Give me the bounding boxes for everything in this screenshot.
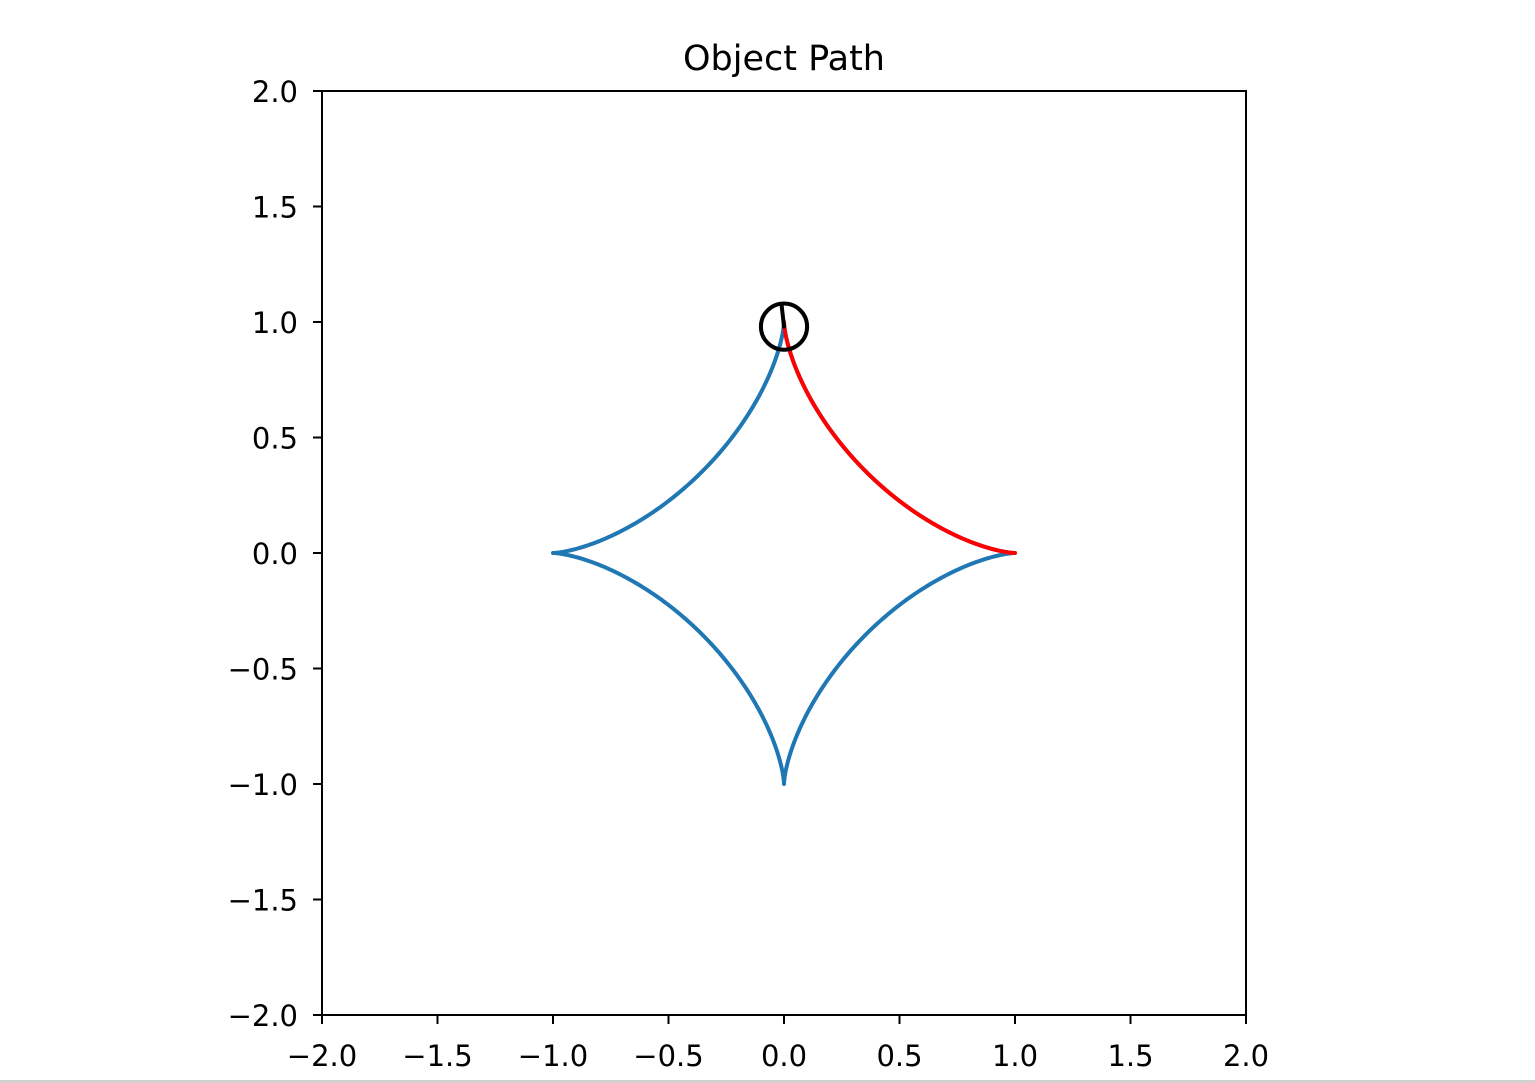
x-tick-label: 2.0 (1223, 1039, 1269, 1073)
x-tick-label: −0.5 (633, 1039, 703, 1073)
x-tick-label: −1.5 (402, 1039, 472, 1073)
y-tick-label: 1.5 (252, 191, 298, 225)
object-marker-circle (758, 301, 810, 352)
y-tick-label: −1.0 (228, 768, 298, 802)
y-tick-label: −2.0 (228, 999, 298, 1033)
x-tick-label: 0.0 (761, 1039, 807, 1073)
x-tick-label: −1.0 (518, 1039, 588, 1073)
y-tick-label: −1.5 (228, 884, 298, 918)
axes-frame (321, 90, 1247, 1016)
y-axis: 2.0 1.5 1.0 0.5 0.0 −0.5 −1.0 −1.5 −2.0 (228, 75, 322, 1033)
y-tick-label: 2.0 (252, 75, 298, 109)
x-tick-label: 1.5 (1107, 1039, 1153, 1073)
y-tick-label: 1.0 (252, 306, 298, 340)
chart-title: Object Path (683, 39, 885, 79)
astroid-curve-line (551, 320, 1017, 786)
object-heading-line (779, 303, 786, 329)
window-bottom-edge (0, 1080, 1535, 1083)
x-tick-label: −2.0 (287, 1039, 357, 1073)
x-tick-label: 1.0 (992, 1039, 1038, 1073)
traced-path-line (782, 320, 1017, 555)
x-axis: −2.0 −1.5 −1.0 −0.5 0.0 0.5 1.0 1.5 2.0 (287, 1015, 1269, 1073)
x-tick-label: 0.5 (876, 1039, 922, 1073)
y-tick-label: 0.5 (252, 422, 298, 456)
y-tick-label: −0.5 (228, 653, 298, 687)
y-tick-label: 0.0 (252, 537, 298, 571)
plot-area-curves (551, 301, 1017, 786)
